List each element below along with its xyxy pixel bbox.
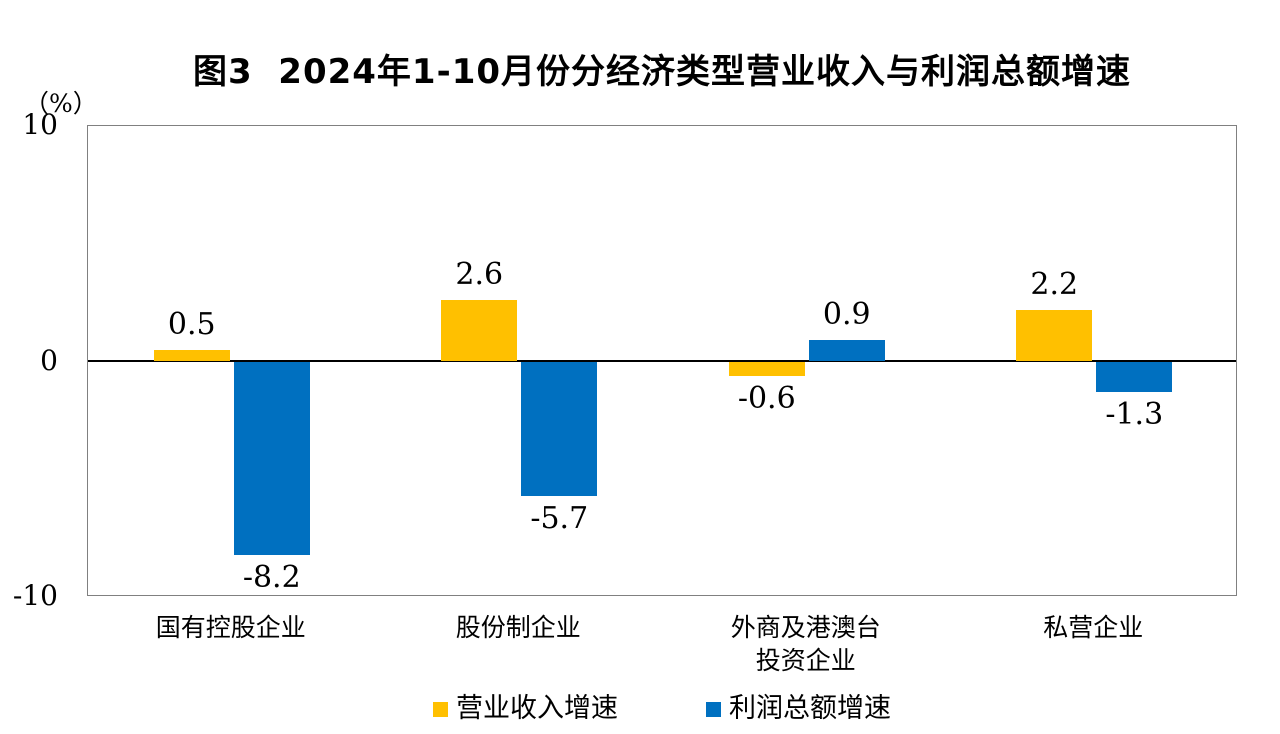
x-category-label: 国有控股企业 [155,613,306,642]
legend-label: 利润总额增速 [729,693,891,724]
y-axis-unit-label: （%） [24,89,98,118]
y-tick-label: -10 [12,579,58,612]
bar-利润总额增速-股份制企业 [521,361,598,496]
bar-value-label: 0.5 [167,306,216,342]
legend-swatch-icon [433,701,448,717]
x-category-label: 股份制企业 [455,613,581,642]
zero-axis-line [88,360,1236,362]
bar-营业收入增速-国有控股企业 [153,349,230,362]
bar-利润总额增速-外商及港澳台投资企业 [808,340,885,362]
bar-value-label: 2.2 [1030,266,1079,302]
bar-value-label: 0.9 [822,297,871,333]
chart-title: 图3 2024年1-10月份分经济类型营业收入与利润总额增速 [192,52,1132,92]
bar-营业收入增速-私营企业 [1016,309,1093,362]
x-category-label: 外商及港澳台 投资企业 [730,613,881,675]
x-category-label: 私营企业 [1043,613,1144,642]
legend-swatch-icon [706,701,721,717]
bar-value-label: -5.7 [530,500,589,536]
legend-item-营业收入增速: 营业收入增速 [433,694,618,724]
legend-label: 营业收入增速 [456,693,618,724]
bar-value-label: -1.3 [1105,397,1164,433]
y-tick-label: 0 [40,343,58,377]
y-tick-label: 10 [22,108,58,141]
bar-value-label: 2.6 [455,257,504,293]
bar-value-label: -8.2 [242,559,301,595]
legend-item-利润总额增速: 利润总额增速 [706,694,891,724]
bar-value-label: -0.6 [737,380,796,416]
plot-area: 0.5 -8.2 2.6 -5.7 -0.6 0.9 2.2 -1.3 [87,125,1237,596]
bar-营业收入增速-股份制企业 [441,300,518,362]
legend: 营业收入增速 利润总额增速 [87,694,1237,724]
bar-营业收入增速-外商及港澳台投资企业 [728,361,805,376]
bar-利润总额增速-国有控股企业 [233,361,310,555]
bar-利润总额增速-私营企业 [1096,361,1173,393]
